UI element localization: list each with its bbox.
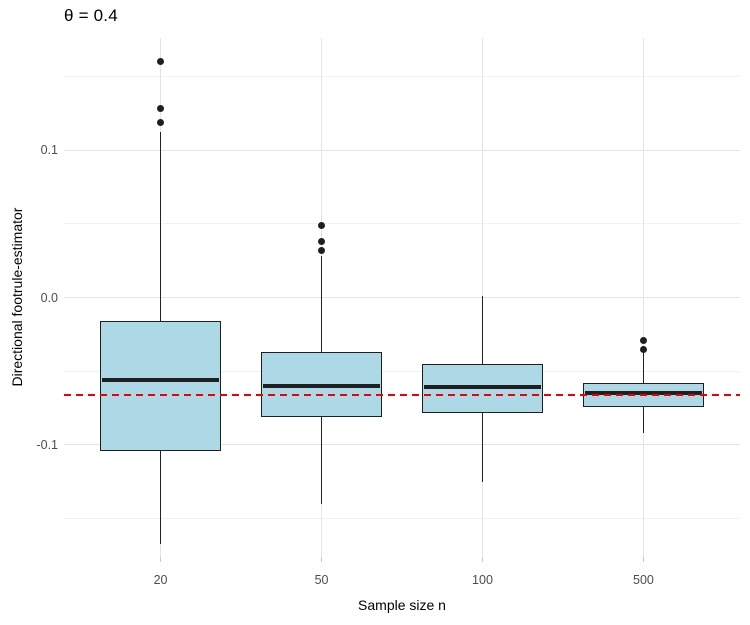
x-tick-mark (321, 557, 323, 562)
x-tick-label: 100 (472, 573, 493, 587)
x-tick-mark (481, 557, 483, 562)
outlier-point (318, 246, 326, 254)
reference-line (64, 393, 740, 396)
x-axis-title: Sample size n (358, 597, 446, 613)
upper-whisker (320, 256, 323, 353)
median-line (262, 383, 381, 388)
median-line (101, 378, 220, 383)
outlier-point (318, 221, 326, 229)
y-gridline-minor (64, 75, 740, 77)
x-tick-mark (160, 557, 162, 562)
outlier-point (157, 105, 165, 113)
outlier-point (157, 58, 165, 66)
median-line (423, 385, 542, 390)
outlier-point (318, 237, 326, 245)
y-axis-tick-labels: 0.1 0.0 -0.1 (0, 38, 58, 557)
x-tick-label: 20 (153, 573, 168, 587)
lower-whisker (481, 412, 484, 482)
y-gridline-minor (64, 223, 740, 225)
outlier-point (157, 118, 165, 126)
y-gridline-major (64, 297, 740, 298)
chart-title: θ = 0.4 (64, 6, 118, 25)
x-tick-mark (642, 557, 644, 562)
upper-whisker (159, 132, 162, 322)
lower-whisker (159, 450, 162, 544)
y-tick-label: -0.1 (36, 437, 58, 452)
y-gridline-major (64, 149, 740, 151)
category-gridline (642, 38, 644, 557)
upper-whisker (642, 352, 645, 383)
median-line (584, 391, 703, 396)
x-tick-label: 500 (632, 573, 654, 587)
box (100, 321, 221, 451)
y-gridline-minor (64, 518, 740, 520)
lower-whisker (320, 416, 323, 504)
lower-whisker (642, 406, 645, 434)
y-gridline-major (64, 444, 740, 446)
y-tick-label: 0.0 (40, 290, 58, 305)
upper-whisker (481, 296, 484, 364)
x-axis-tick-labels: 20 50 100 500 (64, 557, 740, 617)
outlier-point (639, 336, 647, 344)
x-tick-label: 50 (314, 573, 329, 587)
outlier-point (639, 345, 647, 353)
y-gridline-minor (64, 370, 740, 372)
y-tick-label: 0.1 (40, 143, 58, 158)
plot-panel (64, 38, 740, 557)
